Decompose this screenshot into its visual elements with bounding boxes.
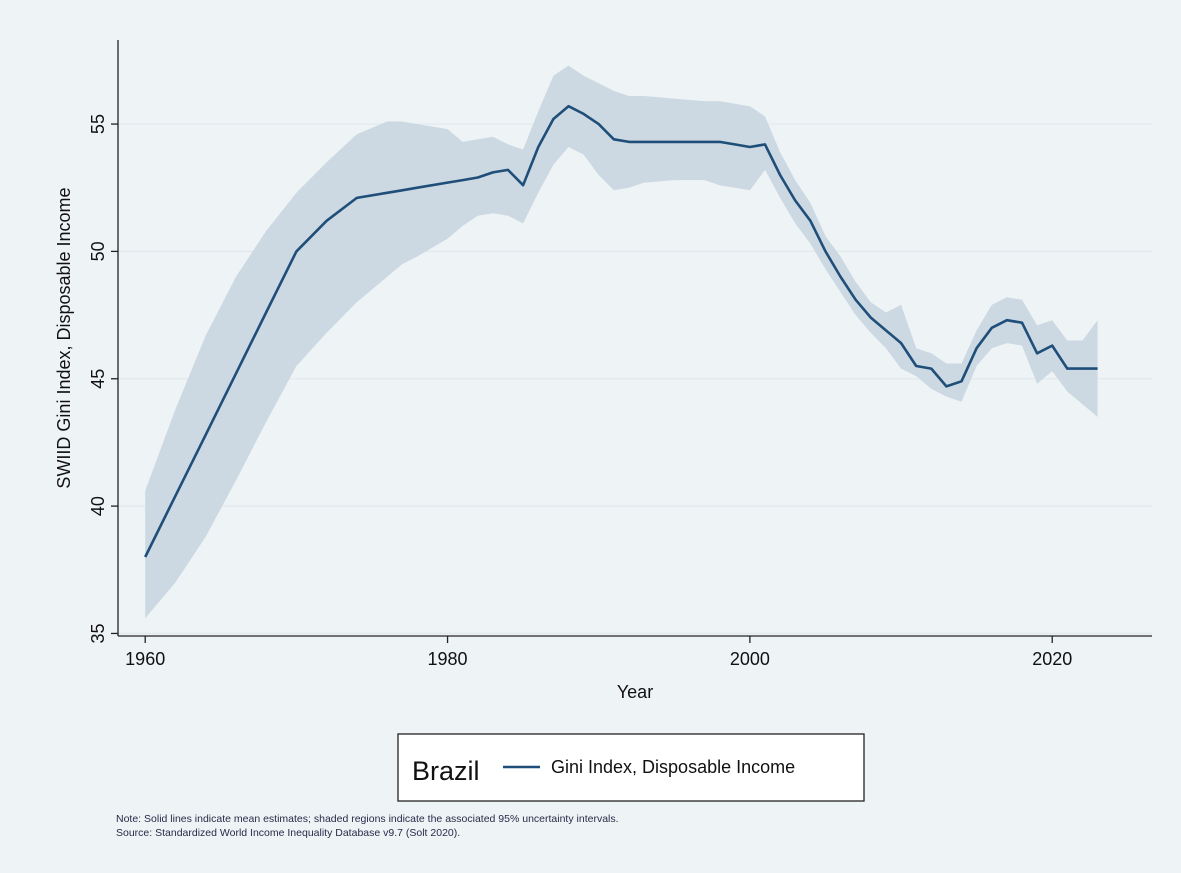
x-axis-title: Year — [617, 682, 653, 702]
x-tick-label: 1980 — [428, 649, 468, 669]
y-axis-ticks: 35 40 45 50 55 — [88, 114, 118, 643]
source-text: Source: Standardized World Income Inequa… — [116, 827, 460, 839]
y-tick-label: 50 — [88, 241, 108, 261]
y-axis-title: SWIID Gini Index, Disposable Income — [54, 187, 74, 488]
y-tick-label: 45 — [88, 369, 108, 389]
mean-line — [144, 104, 1098, 558]
uncertainty-band — [145, 65, 1098, 619]
x-axis-ticks: 1960 1980 2000 2020 — [125, 636, 1072, 669]
y-tick-label: 55 — [88, 114, 108, 134]
x-tick-label: 2020 — [1032, 649, 1072, 669]
x-tick-label: 2000 — [730, 649, 770, 669]
legend-box — [397, 733, 865, 802]
note-text: Note: Solid lines indicate mean estimate… — [116, 813, 619, 825]
y-tick-label: 35 — [88, 623, 108, 643]
y-tick-label: 40 — [88, 496, 108, 516]
legend-entry-label: Gini Index, Disposable Income — [551, 757, 795, 777]
legend: Brazil Gini Index, Disposable Income — [397, 733, 865, 802]
legend-title: Brazil — [412, 756, 480, 786]
x-tick-label: 1960 — [125, 649, 165, 669]
